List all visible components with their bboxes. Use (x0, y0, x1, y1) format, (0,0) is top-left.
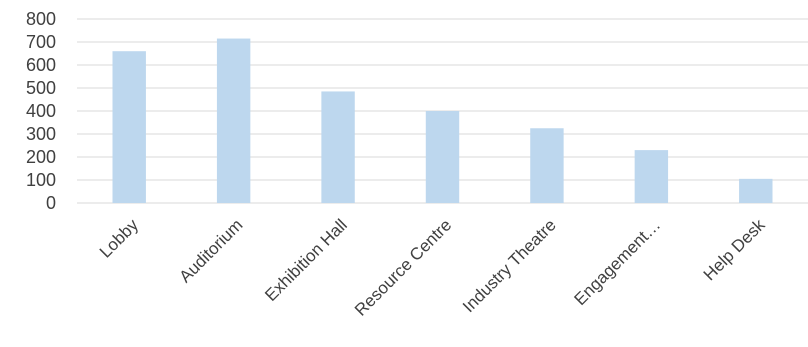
y-tick-label: 300 (26, 124, 56, 144)
bar-lobby (112, 51, 146, 204)
x-category-label: Resource Centre (351, 215, 455, 319)
bar-auditorium (216, 38, 251, 203)
y-axis-tick-labels: 0 100 200 300 400 500 600 700 800 (26, 9, 56, 213)
x-category-label: Auditorium (176, 215, 247, 286)
y-tick-label: 500 (26, 78, 56, 98)
y-tick-label: 800 (26, 9, 56, 29)
bar-industry-theatre (530, 128, 564, 203)
bar-help-desk (739, 178, 773, 203)
x-axis-category-labels: Lobby Auditorium Exhibition Hall Resource C… (96, 215, 769, 320)
y-tick-label: 400 (26, 101, 56, 121)
x-category-label: Exhibition Hall (261, 215, 351, 305)
x-category-label: Help Desk (700, 215, 769, 284)
bars (112, 38, 773, 204)
bar-resource-centre (425, 111, 460, 203)
x-category-label: Industry Theatre (459, 215, 560, 316)
y-tick-label: 0 (46, 193, 56, 213)
bar-engagement (634, 150, 669, 203)
y-tick-label: 200 (26, 147, 56, 167)
y-tick-label: 700 (26, 32, 56, 52)
y-tick-label: 100 (26, 170, 56, 190)
x-category-label: Lobby (96, 215, 143, 262)
bar-exhibition-hall (321, 91, 355, 203)
x-category-label: Engagement… (571, 215, 665, 309)
y-tick-label: 600 (26, 55, 56, 75)
